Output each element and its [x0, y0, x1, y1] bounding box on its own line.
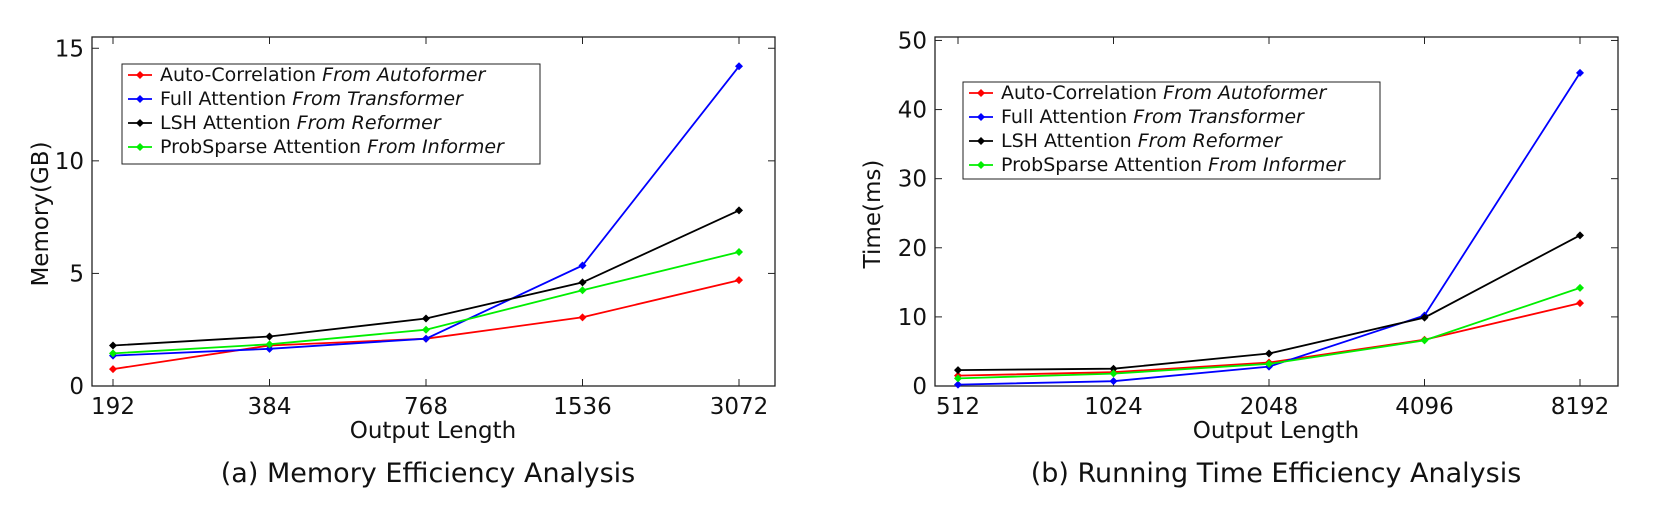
- memory-legend-marker-full-attention: [136, 95, 144, 103]
- memory-y-tick-label: 0: [69, 374, 84, 400]
- memory-point-lsh-attention: [578, 278, 587, 287]
- memory-series-line-lsh-attention: [112, 209, 740, 347]
- memory-x-tick-label: 768: [404, 394, 448, 420]
- time-point-probsparse-attention: [1109, 369, 1118, 378]
- memory-y-tick-label: 15: [55, 36, 84, 62]
- memory-y-tick-label: 5: [69, 261, 84, 287]
- memory-point-full-attention: [578, 261, 587, 270]
- time-legend-box: [962, 81, 1381, 180]
- memory-legend-label-full-attention: Full Attention From Transformer: [160, 88, 464, 110]
- time-y-tick-label: 40: [898, 98, 927, 124]
- time-point-auto-correlation: [1576, 299, 1584, 308]
- memory-chart: 0 5 10 15 192 384 768 1536 3072 Auto-Correlatio…: [28, 36, 776, 489]
- time-point-lsh-attention: [1109, 364, 1118, 373]
- time-point-full-attention: [1109, 377, 1118, 386]
- time-x-tick-label: 2048: [1240, 394, 1299, 420]
- time-x-axis-label: Output Length: [1193, 418, 1360, 444]
- memory-x-tick-label: 3072: [710, 394, 769, 420]
- memory-y-tick-label: 10: [55, 149, 84, 175]
- memory-legend-label-auto-correlation: Auto-Correlation From Autoformer: [160, 64, 486, 86]
- time-point-full-attention: [1576, 68, 1584, 77]
- memory-legend-marker-lsh-attention: [136, 119, 144, 127]
- time-x-tick-label: 8192: [1551, 394, 1610, 420]
- memory-point-lsh-attention: [422, 314, 430, 323]
- memory-plot-frame: [91, 36, 776, 387]
- memory-legend-label-probsparse-attention: ProbSparse Attention From Informer: [160, 136, 505, 158]
- memory-legend-marker-probsparse-attention: [136, 143, 144, 151]
- memory-y-ticks: 0 5 10 15: [55, 36, 775, 400]
- time-y-axis-label: Time(ms): [860, 160, 886, 270]
- time-point-probsparse-attention: [1576, 283, 1584, 292]
- time-point-lsh-attention: [1420, 313, 1429, 322]
- memory-x-tick-label: 192: [91, 394, 135, 420]
- memory-point-auto-correlation: [578, 313, 587, 322]
- time-legend-marker-lsh-attention: [977, 137, 985, 145]
- memory-point-full-attention: [265, 344, 274, 353]
- time-point-lsh-attention: [1265, 349, 1273, 358]
- memory-series-line-auto-correlation: [112, 279, 740, 370]
- time-legend-marker-auto-correlation: [977, 89, 985, 97]
- memory-point-auto-correlation: [109, 365, 117, 374]
- memory-point-probsparse-attention: [422, 325, 430, 334]
- memory-x-ticks: 192 384 768 1536 3072: [91, 37, 768, 420]
- time-caption: (b) Running Time Efficiency Analysis: [1031, 458, 1522, 489]
- time-y-tick-label: 20: [898, 236, 927, 262]
- memory-point-probsparse-attention: [735, 248, 743, 257]
- time-plot-frame: [934, 36, 1619, 387]
- memory-legend-box: [121, 63, 541, 165]
- memory-point-full-attention: [422, 334, 430, 343]
- time-legend-marker-probsparse-attention: [977, 161, 985, 169]
- time-y-tick-label: 0: [912, 374, 927, 400]
- memory-x-tick-label: 1536: [553, 394, 612, 420]
- time-y-tick-label: 10: [898, 305, 927, 331]
- time-y-ticks: 0 10 20 30 40 50: [898, 28, 1618, 400]
- memory-point-full-attention: [735, 62, 743, 71]
- time-point-lsh-attention: [1576, 231, 1584, 240]
- time-point-lsh-attention: [954, 366, 962, 375]
- memory-y-axis-label: Memory(GB): [28, 141, 54, 286]
- time-legend-label-probsparse-attention: ProbSparse Attention From Informer: [1001, 154, 1346, 176]
- time-series: [954, 68, 1584, 389]
- time-legend-label-auto-correlation: Auto-Correlation From Autoformer: [1001, 82, 1327, 104]
- memory-point-lsh-attention: [265, 332, 274, 341]
- memory-point-probsparse-attention: [578, 286, 587, 295]
- time-point-probsparse-attention: [1265, 359, 1273, 368]
- time-legend-marker-full-attention: [977, 113, 985, 121]
- memory-series: [109, 62, 743, 374]
- time-point-probsparse-attention: [1420, 336, 1429, 345]
- memory-legend-marker-auto-correlation: [136, 71, 144, 79]
- time-y-tick-label: 30: [898, 167, 927, 193]
- time-legend-label-full-attention: Full Attention From Transformer: [1001, 106, 1305, 128]
- memory-caption: (a) Memory Efficiency Analysis: [221, 458, 635, 489]
- time-legend-label-lsh-attention: LSH Attention From Reformer: [1001, 130, 1283, 152]
- time-point-probsparse-attention: [954, 374, 962, 383]
- time-x-ticks: 512 1024 2048 4096 8192: [936, 37, 1609, 420]
- memory-point-probsparse-attention: [109, 349, 117, 358]
- time-x-tick-label: 512: [936, 394, 980, 420]
- time-x-tick-label: 1024: [1084, 394, 1143, 420]
- memory-legend-label-lsh-attention: LSH Attention From Reformer: [160, 112, 442, 134]
- time-y-tick-label: 50: [898, 28, 927, 54]
- memory-point-lsh-attention: [109, 341, 117, 350]
- memory-point-auto-correlation: [735, 276, 743, 285]
- time-x-tick-label: 4096: [1395, 394, 1454, 420]
- time-point-full-attention: [954, 380, 962, 389]
- memory-x-tick-label: 384: [248, 394, 292, 420]
- memory-point-probsparse-attention: [265, 340, 274, 349]
- time-chart: 0 10 20 30 40 50 512 1024 2048 4096 8192 Auto-Cor…: [860, 28, 1619, 489]
- memory-x-axis-label: Output Length: [350, 418, 517, 444]
- memory-point-lsh-attention: [735, 206, 743, 215]
